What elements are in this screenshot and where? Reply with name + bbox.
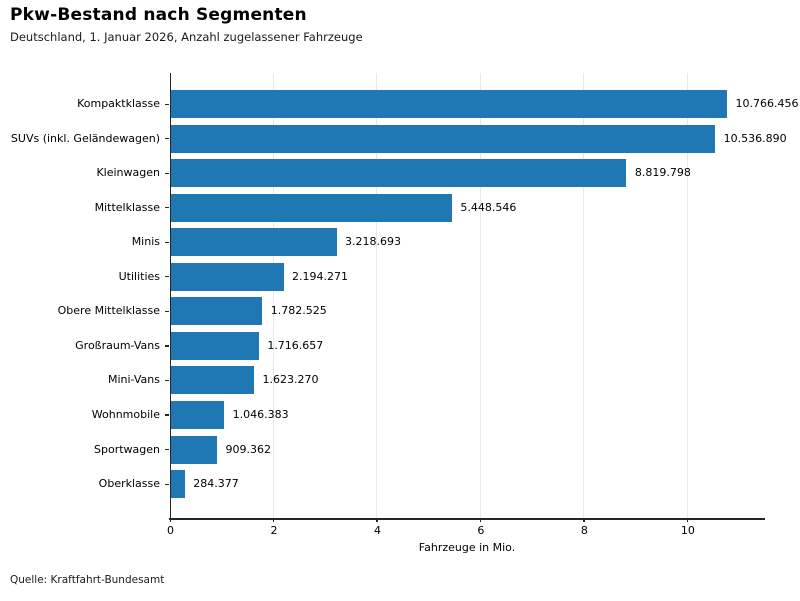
x-tick-label: 6	[477, 524, 485, 537]
y-tick	[165, 449, 169, 451]
gridline	[583, 73, 585, 518]
category-label: Sportwagen	[94, 442, 160, 456]
source-note: Quelle: Kraftfahrt-Bundesamt	[10, 574, 165, 586]
y-tick	[165, 414, 169, 416]
bar	[170, 331, 259, 360]
bar-value-label: 1.046.383	[232, 407, 289, 421]
bar	[170, 159, 627, 188]
bar	[170, 262, 284, 291]
y-tick	[165, 379, 169, 382]
x-tick-label: 8	[580, 524, 588, 537]
x-tick	[583, 518, 585, 522]
bar	[170, 228, 337, 257]
bar-value-label: 5.448.546	[460, 200, 517, 214]
y-tick	[165, 276, 169, 278]
x-tick-label: 0	[167, 524, 174, 537]
bar-value-label: 1.782.525	[270, 304, 327, 318]
bar-value-label: 10.536.890	[723, 131, 787, 145]
gridline	[272, 73, 274, 518]
x-tick	[169, 518, 171, 522]
category-label: Utilities	[118, 269, 160, 283]
category-label: Kompaktklasse	[77, 97, 160, 110]
category-label: Kleinwagen	[96, 166, 160, 180]
x-tick	[686, 518, 689, 522]
category-label: Obere Mittelklasse	[57, 304, 160, 318]
bar	[170, 193, 452, 222]
category-label: Mittelklasse	[94, 200, 160, 214]
x-tick	[272, 518, 275, 522]
bar-value-label: 8.819.798	[634, 166, 691, 180]
gridline	[479, 73, 481, 518]
y-tick	[165, 345, 169, 347]
x-tick	[479, 518, 482, 522]
x-tick-label: 10	[680, 524, 695, 537]
chart-subtitle: Deutschland, 1. Januar 2026, Anzahl zuge…	[10, 30, 363, 44]
x-tick-label: 4	[373, 524, 381, 537]
y-tick	[165, 138, 169, 140]
y-axis-line	[169, 73, 171, 519]
bar-value-label: 909.362	[225, 442, 272, 456]
y-tick	[165, 483, 169, 485]
x-tick-label: 2	[270, 524, 278, 537]
y-tick	[165, 103, 169, 105]
bar	[170, 400, 225, 429]
category-label: Minis	[131, 235, 160, 249]
category-label: SUVs (inkl. Geländewagen)	[10, 131, 160, 145]
y-tick	[165, 241, 169, 243]
bar	[170, 297, 263, 326]
category-label: Großraum-Vans	[75, 338, 160, 352]
chart-title: Pkw-Bestand nach Segmenten	[10, 5, 307, 25]
bar	[170, 124, 716, 153]
category-label: Wohnmobile	[91, 407, 160, 421]
category-label: Oberklasse	[98, 477, 160, 491]
bar	[170, 470, 185, 499]
bar	[170, 366, 254, 395]
bar-value-label: 2.194.271	[292, 269, 348, 283]
bar-value-label: 1.716.657	[267, 338, 324, 352]
bar-value-label: 284.377	[193, 477, 239, 491]
gridline	[686, 73, 688, 518]
bar-value-label: 10.766.456	[735, 97, 799, 110]
bar	[170, 435, 218, 464]
bar	[170, 90, 728, 118]
gridline	[376, 73, 378, 518]
bar-value-label: 1.623.270	[262, 373, 319, 387]
y-tick	[165, 172, 169, 174]
x-axis-line	[169, 518, 765, 520]
x-axis-label: Fahrzeuge in Mio.	[418, 541, 516, 554]
y-tick	[165, 207, 169, 209]
category-label: Mini-Vans	[107, 373, 160, 387]
bar-value-label: 3.218.693	[345, 235, 402, 249]
y-tick	[165, 310, 169, 312]
x-tick	[376, 518, 378, 522]
